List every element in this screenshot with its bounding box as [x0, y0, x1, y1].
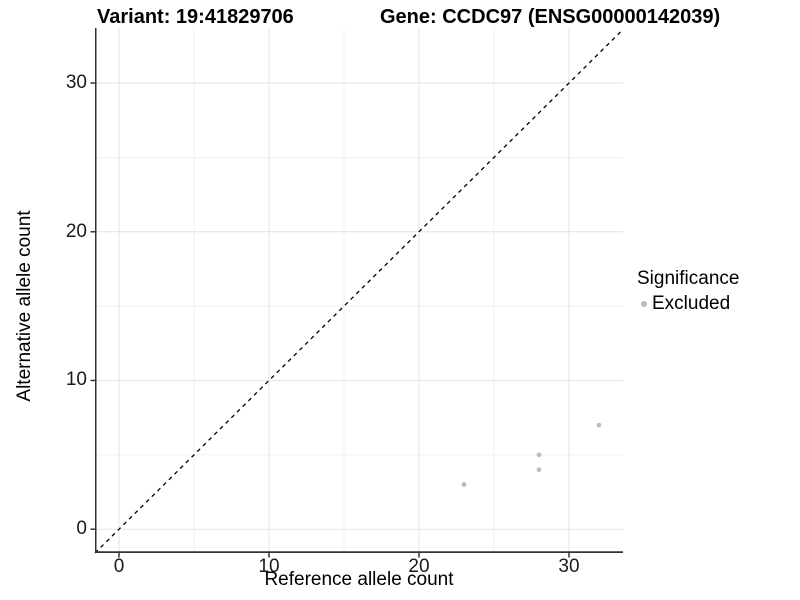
plot-title-gene: Gene: CCDC97 (ENSG00000142039) [380, 6, 721, 28]
data-point [536, 452, 542, 458]
y-axis-title: Alternative allele count [14, 210, 35, 402]
y-tick-label: 30 [65, 72, 87, 94]
legend-key [637, 295, 651, 313]
data-point [536, 467, 542, 473]
plot-canvas [90, 28, 624, 558]
x-tick-label: 30 [558, 556, 580, 577]
plot-panel [90, 28, 624, 558]
y-tick-label: 0 [76, 518, 87, 540]
data-point [596, 422, 602, 428]
legend-title: Significance [637, 268, 740, 289]
y-tick-label: 10 [65, 369, 87, 391]
legend-entry-label: Excluded [652, 293, 731, 314]
x-tick-label: 20 [408, 556, 430, 577]
y-tick-label: 20 [65, 220, 87, 242]
data-point [461, 482, 467, 487]
plot-title-variant: Variant: 19:41829706 [97, 6, 294, 28]
x-tick-label: 10 [258, 556, 280, 577]
legend: Significance Excluded [637, 268, 739, 315]
x-tick-label: 0 [113, 556, 125, 577]
legend-entry-excluded: Excluded [637, 293, 739, 315]
identity-line [94, 29, 624, 554]
x-axis-title: Reference allele count [264, 569, 454, 590]
excluded-point-icon [641, 301, 647, 307]
